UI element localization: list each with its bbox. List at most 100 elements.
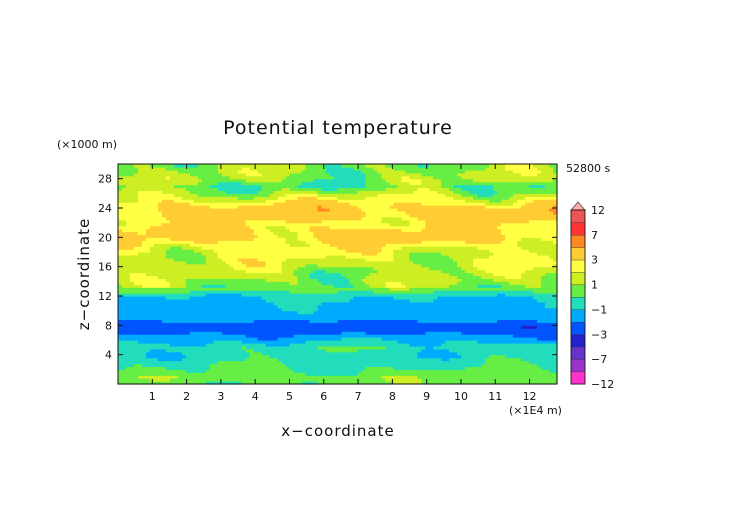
contour-cell [401,337,406,341]
contour-cell [177,348,183,353]
contour-cell [465,301,470,306]
contour-cell [249,287,255,291]
contour-cell [333,296,339,300]
contour-cell [193,296,199,300]
contour-cell [281,260,287,265]
contour-cell [389,342,394,347]
contour-cell [229,254,235,259]
contour-cell [249,348,255,353]
contour-cell [537,331,542,335]
contour-cell [281,254,287,259]
contour-cell [365,290,371,294]
contour-cell [305,307,311,312]
contour-cell [489,293,494,297]
contour-cell [333,293,339,297]
contour-cell [405,298,410,303]
contour-cell [177,272,183,277]
contour-cell [417,254,422,259]
contour-cell [473,254,478,259]
contour-cell [461,313,466,318]
contour-cell [349,337,355,341]
contour-cell [165,269,171,274]
contour-cell [481,263,486,268]
contour-cell [389,328,394,332]
contour-cell [269,249,275,253]
contour-cell [433,366,438,370]
contour-cell [361,266,367,271]
contour-cell [265,325,271,329]
contour-cell [501,340,506,344]
contour-cell [261,293,267,297]
contour-cell [453,381,458,385]
contour-cell [313,275,319,279]
contour-cell [217,269,223,274]
contour-cell [309,257,315,262]
contour-cell [433,278,438,282]
contour-cell [213,354,219,359]
contour-cell [209,345,215,350]
contour-cell [405,372,410,376]
contour-cell [149,263,155,268]
contour-cell [445,328,450,332]
contour-cell [417,363,422,367]
contour-cell [409,272,414,277]
contour-cell [397,290,402,294]
contour-cell [201,366,207,370]
contour-cell [193,319,199,323]
contour-cell [221,307,227,312]
contour-cell [317,293,323,297]
contour-cell [377,375,382,379]
contour-cell [317,296,323,300]
contour-cell [269,363,275,367]
contour-cell [301,363,307,367]
contour-cell [321,287,327,291]
contour-cell [317,307,323,312]
contour-cell [217,287,223,291]
contour-cell [285,301,291,306]
contour-cell [373,375,379,379]
contour-cell [301,378,307,382]
contour-cell [277,272,283,277]
contour-cell [133,293,139,297]
contour-cell [513,325,518,329]
contour-cell [221,340,227,344]
contour-cell [249,272,255,277]
contour-cell [249,290,255,294]
contour-cell [181,296,187,300]
contour-cell [417,381,422,385]
contour-cell [489,331,494,335]
contour-cell [437,366,442,370]
contour-cell [521,325,526,329]
contour-cell [429,290,434,294]
contour-cell [289,310,295,315]
contour-cell [477,254,482,259]
contour-cell [449,278,454,282]
contour-cell [489,325,494,329]
contour-cell [333,366,339,370]
contour-cell [153,293,159,297]
contour-cell [193,254,199,259]
contour-cell [369,378,375,382]
contour-cell [413,278,418,282]
contour-cell [421,266,426,271]
contour-cell [177,307,183,312]
contour-cell [533,375,538,379]
contour-cell [129,275,135,279]
contour-cell [433,313,438,318]
contour-cell [417,310,422,315]
contour-cell [325,325,331,329]
contour-cell [257,266,263,271]
contour-cell [341,254,347,259]
contour-cell [253,381,259,385]
contour-cell [157,269,163,274]
contour-cell [181,322,187,326]
contour-cell [453,304,458,309]
contour-cell [369,301,375,306]
contour-cell [377,316,382,321]
contour-cell [261,366,267,370]
contour-cell [217,257,223,262]
contour-cell [541,278,546,282]
contour-cell [269,369,275,373]
contour-cell [385,278,390,282]
contour-cell [533,313,538,318]
